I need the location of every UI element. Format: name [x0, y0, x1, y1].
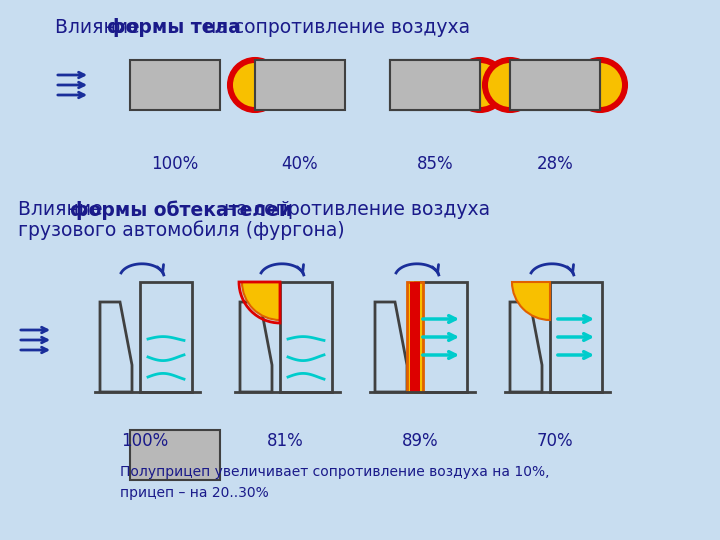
Text: Влияние: Влияние: [55, 18, 145, 37]
Bar: [390, 60, 480, 110]
Ellipse shape: [233, 63, 277, 107]
Bar: [280, 282, 332, 392]
Bar: [255, 60, 345, 110]
Wedge shape: [242, 282, 280, 320]
Text: 81%: 81%: [266, 432, 303, 450]
Bar: [130, 60, 220, 110]
Bar: [390, 60, 480, 110]
Bar: [130, 430, 220, 480]
Polygon shape: [240, 302, 272, 392]
Ellipse shape: [573, 58, 627, 112]
Ellipse shape: [458, 63, 502, 107]
Ellipse shape: [228, 58, 282, 112]
Bar: [510, 60, 600, 110]
Text: Влияние: Влияние: [18, 200, 109, 219]
Ellipse shape: [483, 58, 537, 112]
Ellipse shape: [578, 63, 622, 107]
Text: 40%: 40%: [282, 155, 318, 173]
Bar: [407, 282, 423, 392]
Text: грузового автомобиля (фургона): грузового автомобиля (фургона): [18, 220, 345, 240]
Wedge shape: [512, 282, 550, 320]
Polygon shape: [510, 302, 542, 392]
Bar: [550, 282, 602, 392]
Polygon shape: [100, 302, 132, 392]
Text: 28%: 28%: [536, 155, 573, 173]
Ellipse shape: [453, 58, 507, 112]
Polygon shape: [375, 302, 407, 392]
Ellipse shape: [488, 63, 532, 107]
Bar: [415, 282, 467, 392]
Text: 100%: 100%: [122, 432, 168, 450]
Text: 100%: 100%: [151, 155, 199, 173]
Bar: [410, 282, 420, 392]
Bar: [140, 282, 192, 392]
Text: на сопротивление воздуха: на сопротивление воздуха: [198, 18, 470, 37]
Text: на сопротивление воздуха: на сопротивление воздуха: [218, 200, 490, 219]
Bar: [510, 60, 600, 110]
Text: 89%: 89%: [402, 432, 438, 450]
Text: Полуприцеп увеличивает сопротивление воздуха на 10%,
прицеп – на 20..30%: Полуприцеп увеличивает сопротивление воз…: [120, 465, 549, 500]
Text: 85%: 85%: [417, 155, 454, 173]
Text: 70%: 70%: [536, 432, 573, 450]
Text: формы обтекателей: формы обтекателей: [70, 200, 292, 220]
Text: формы тела: формы тела: [107, 18, 241, 37]
